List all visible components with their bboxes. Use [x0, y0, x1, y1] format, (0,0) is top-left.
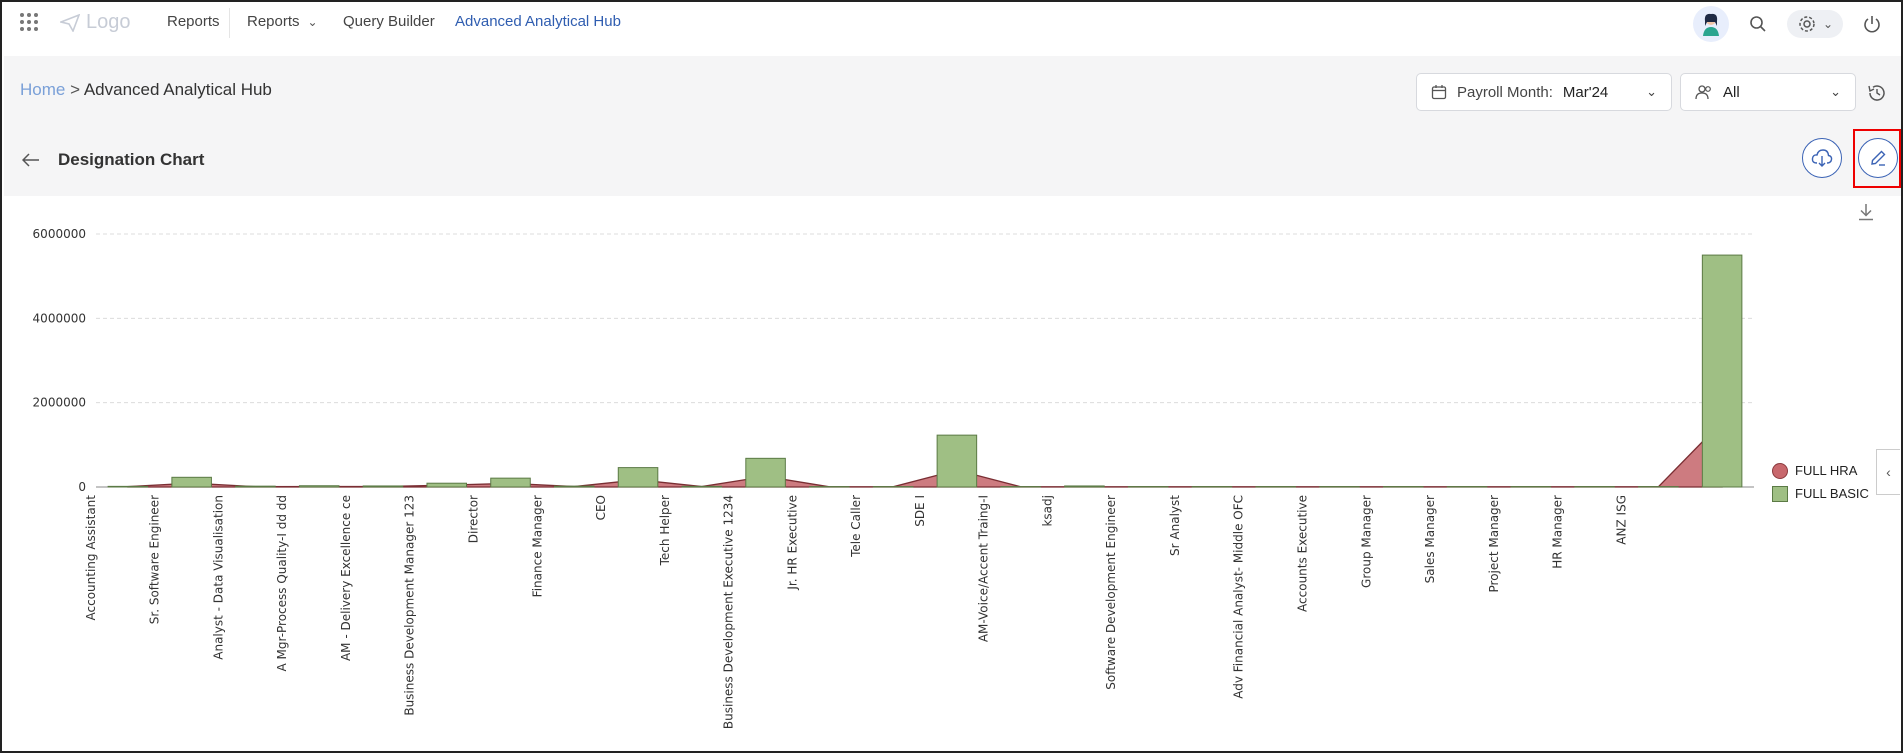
- breadcrumb-separator: >: [70, 80, 81, 99]
- basic-bar: [745, 457, 786, 488]
- payroll-month-label: Payroll Month:: [1457, 83, 1553, 101]
- cloud-download-icon: [1811, 149, 1833, 167]
- top-navigation-bar: Logo Reports Reports ⌄ Query Builder Adva…: [2, 2, 1901, 46]
- x-tick-label: ANZ ISG: [1614, 495, 1628, 545]
- x-tick-label: Sr Analyst: [1168, 495, 1182, 556]
- basic-bar: [617, 467, 659, 488]
- highlight-box: [1853, 129, 1901, 188]
- nav-item-reports-dropdown-label: Reports: [247, 13, 300, 30]
- x-tick-label: Accounts Executive: [1296, 495, 1310, 612]
- x-tick-label: AM-Voice/Accent Traing-I: [977, 495, 991, 642]
- payroll-month-filter[interactable]: Payroll Month: Mar'24 ⌄: [1416, 73, 1672, 111]
- y-tick-label: 0: [78, 480, 86, 494]
- chart-legend: FULL HRA FULL BASIC: [1772, 459, 1869, 505]
- chart-title-row: Designation Chart: [22, 150, 204, 170]
- download-icon[interactable]: [1857, 202, 1875, 227]
- legend-item-basic[interactable]: FULL BASIC: [1772, 482, 1869, 505]
- logo-label: Logo: [86, 11, 131, 33]
- search-icon[interactable]: [1743, 9, 1773, 39]
- basic-bar: [362, 485, 404, 488]
- basic-bar: [298, 485, 340, 488]
- basic-bar: [426, 482, 467, 488]
- paper-plane-icon: [60, 13, 80, 32]
- nav-item-reports[interactable]: Reports: [167, 13, 220, 30]
- x-tick-label: Director: [467, 495, 481, 543]
- basic-bar: [235, 485, 276, 488]
- y-tick-label: 4000000: [33, 311, 86, 325]
- basic-bar: [1701, 254, 1743, 488]
- users-icon: [1695, 85, 1711, 100]
- chevron-down-icon: ⌄: [307, 15, 318, 29]
- x-tick-label: Project Manager: [1487, 495, 1501, 593]
- legend-label-basic: FULL BASIC: [1795, 486, 1869, 501]
- chevron-down-icon: ⌄: [1646, 84, 1657, 99]
- x-tick-label: A Mgr-Process Quality-I dd dd: [275, 495, 289, 671]
- x-tick-label: Finance Manager: [530, 495, 544, 597]
- logo[interactable]: Logo: [60, 11, 131, 34]
- nav-item-advanced-analytical-hub[interactable]: Advanced Analytical Hub: [455, 13, 621, 30]
- nav-item-query-builder[interactable]: Query Builder: [343, 13, 435, 30]
- basic-bar: [1064, 485, 1105, 488]
- calendar-icon: [1431, 85, 1447, 100]
- nav-divider: [229, 8, 230, 38]
- legend-marker-basic: [1772, 485, 1788, 502]
- payroll-month-value: Mar'24: [1562, 83, 1609, 101]
- x-tick-label: Sales Manager: [1423, 495, 1437, 583]
- x-tick-label: Business Development Executive 1234: [722, 495, 736, 729]
- basic-bar: [681, 485, 723, 488]
- x-tick-label: Accounting Assistant: [84, 495, 98, 621]
- x-tick-label: SDE I: [913, 495, 927, 527]
- edit-button[interactable]: [1858, 138, 1898, 178]
- x-tick-label: Group Manager: [1359, 495, 1373, 588]
- cloud-download-button[interactable]: [1802, 138, 1842, 178]
- breadcrumb-current: Advanced Analytical Hub: [83, 80, 272, 99]
- x-tick-label: Business Development Manager 123: [403, 495, 417, 716]
- user-avatar[interactable]: [1692, 6, 1729, 42]
- legend-label-hra: FULL HRA: [1795, 463, 1858, 478]
- chevron-down-icon: ⌄: [1822, 17, 1833, 31]
- x-tick-label: Adv Financial Analyst- Middle OFC: [1232, 495, 1246, 699]
- x-tick-label: AM - Delivery Excellence ce: [339, 495, 353, 661]
- arrow-left-icon[interactable]: [22, 153, 40, 167]
- page-header: Home > Advanced Analytical Hub Payroll M…: [4, 56, 1901, 196]
- top-right-actions: ⌄: [1692, 6, 1887, 42]
- x-tick-label: Tech Helper: [658, 495, 672, 566]
- apps-grid-icon[interactable]: [20, 13, 38, 31]
- y-tick-label: 2000000: [33, 396, 86, 410]
- breadcrumb: Home > Advanced Analytical Hub: [20, 80, 272, 100]
- gear-icon: [1799, 16, 1815, 32]
- basic-bar: [107, 485, 149, 488]
- hra-area: [127, 420, 1723, 488]
- employee-group-filter[interactable]: All ⌄: [1680, 73, 1856, 111]
- breadcrumb-home[interactable]: Home: [20, 80, 66, 99]
- employee-group-value: All: [1723, 83, 1740, 101]
- basic-bar: [936, 434, 978, 488]
- x-tick-label: CEO: [594, 495, 608, 520]
- settings-menu[interactable]: ⌄: [1786, 10, 1843, 38]
- y-tick-label: 6000000: [33, 227, 86, 241]
- x-tick-label: Analyst - Data Visualisation: [211, 495, 225, 660]
- legend-marker-hra: [1772, 462, 1788, 479]
- power-icon[interactable]: [1857, 9, 1887, 39]
- x-tick-label: Software Development Engineer: [1104, 495, 1118, 690]
- x-tick-label: Sr. Software Engineer: [148, 495, 162, 624]
- pencil-icon: [1871, 150, 1886, 166]
- page-title: Designation Chart: [58, 150, 205, 169]
- basic-bar: [554, 485, 595, 488]
- x-tick-label: Jr. HR Executive: [785, 495, 799, 591]
- x-tick-label: Tele Caller: [849, 495, 863, 558]
- basic-bar: [171, 476, 212, 488]
- nav-item-reports-dropdown[interactable]: Reports ⌄: [247, 13, 318, 30]
- chevron-left-icon[interactable]: ‹: [1876, 449, 1900, 495]
- chevron-down-icon: ⌄: [1830, 84, 1841, 99]
- basic-bar: [490, 477, 531, 488]
- history-icon[interactable]: [1867, 83, 1887, 108]
- user-avatar-icon: [1702, 13, 1719, 36]
- legend-item-hra[interactable]: FULL HRA: [1772, 459, 1869, 482]
- x-tick-label: HR Manager: [1551, 495, 1565, 569]
- x-tick-label: ksadj: [1040, 495, 1054, 527]
